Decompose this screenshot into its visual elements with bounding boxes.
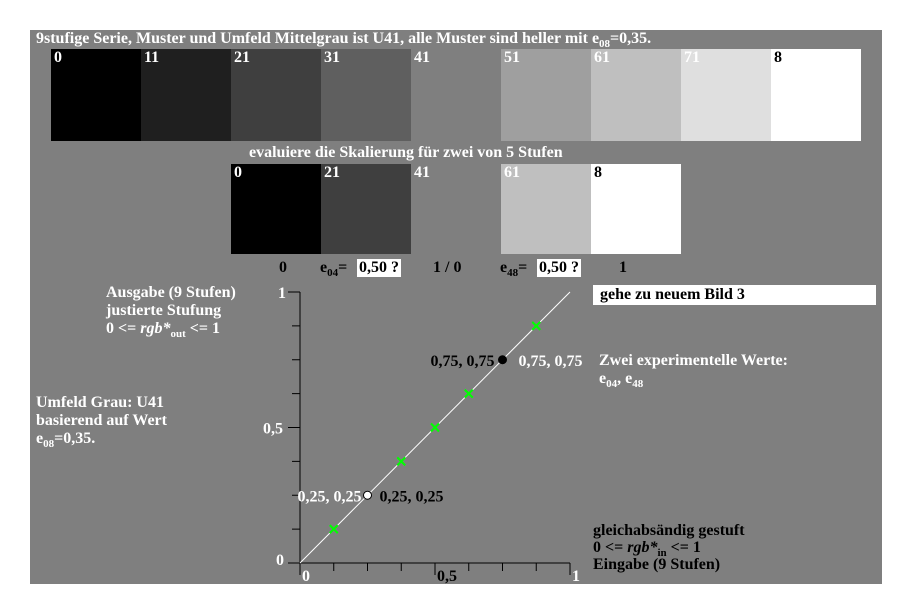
mid-swatch-label: 41 — [414, 164, 430, 181]
goto-next-image-button[interactable]: gehe zu neuem Bild 3 — [593, 285, 876, 305]
top-swatch: 41 — [411, 49, 501, 141]
eval-one: 1 — [619, 259, 627, 276]
top-swatch: 71 — [681, 49, 771, 141]
top-swatch-label: 31 — [324, 49, 340, 66]
top-swatch: 21 — [231, 49, 321, 141]
top-swatch: 51 — [501, 49, 591, 141]
mid-swatch-label: 0 — [234, 164, 242, 181]
top-swatch-label: 11 — [144, 49, 160, 66]
title-text: 9stufige Serie, Muster und Umfeld Mittel… — [36, 30, 600, 47]
top-swatch-label: 61 — [594, 49, 610, 66]
point-white-label-right: 0,25, 0,25 — [380, 488, 444, 505]
x-tick-label: 0 — [302, 568, 310, 584]
surround-label-line2: basierend auf Wert — [36, 412, 167, 429]
top-swatch: 0 — [51, 49, 141, 141]
point-black-label-left: 0,75, 0,75 — [431, 353, 495, 370]
green-point — [531, 321, 541, 331]
top-swatch-label: 0 — [54, 49, 62, 66]
mid-swatch: 21 — [321, 164, 411, 254]
green-point — [464, 388, 474, 399]
e04-value-box[interactable]: 0,50 ? — [357, 259, 401, 277]
green-point — [396, 456, 406, 467]
surround-label-line3: e08=0,35. — [36, 430, 96, 451]
y-tick-label: 0,5 — [263, 421, 283, 438]
mid-swatch: 8 — [591, 164, 681, 254]
figure-panel: 9stufige Serie, Muster und Umfeld Mittel… — [30, 30, 882, 584]
subtitle: evaluiere die Skalierung für zwei von 5 … — [249, 144, 563, 161]
top-swatch: 8 — [771, 49, 861, 141]
title-suffix: =0,35. — [610, 30, 652, 47]
green-point — [430, 422, 440, 433]
output-label-line3: 0 <= rgb*out <= 1 — [106, 320, 220, 341]
mid-swatch: 0 — [231, 164, 321, 254]
top-swatch-label: 8 — [774, 49, 782, 66]
e48-value-box[interactable]: 0,50 ? — [537, 259, 581, 277]
experimental-values: e04, e48 — [599, 370, 644, 391]
title-subscript: 08 — [599, 38, 611, 51]
top-swatch-label: 21 — [234, 49, 250, 66]
top-swatch: 11 — [141, 49, 231, 141]
surround-label-line1: Umfeld Grau: U41 — [36, 394, 164, 411]
eval-zero: 0 — [279, 259, 287, 276]
top-swatch: 61 — [591, 49, 681, 141]
input-label-line2: 0 <= rgb*in <= 1 — [593, 539, 701, 560]
e48-label: e48= — [500, 259, 528, 280]
input-label-line3: Eingabe (9 Stufen) — [593, 556, 721, 573]
output-label-line2: justierte Stufung — [106, 302, 222, 319]
point-white-label-left: 0,25, 0,25 — [298, 488, 362, 505]
point-black — [498, 355, 507, 365]
x-tick-label: 1 — [572, 568, 580, 584]
green-point — [329, 524, 339, 534]
y-tick-label: 1 — [278, 285, 286, 302]
scaling-plot: 0 0,5 1 0 0,5 1 0,25, 0,25 0,25, 0,25 0,75, 0,75… — [263, 285, 583, 584]
mid-swatch: 41 — [411, 164, 501, 254]
point-black-label-right: 0,75, 0,75 — [519, 353, 583, 370]
mid-swatch: 61 — [501, 164, 591, 254]
mid-swatch-label: 61 — [504, 164, 520, 181]
point-white — [363, 490, 372, 500]
top-swatch-label: 51 — [504, 49, 520, 66]
ratio-label: 1 / 0 — [433, 259, 462, 276]
x-tick-label: 0,5 — [437, 568, 457, 584]
mid-swatch-label: 21 — [324, 164, 340, 181]
top-swatch-label: 41 — [414, 49, 430, 66]
title: 9stufige Serie, Muster und Umfeld Mittel… — [36, 30, 651, 53]
y-tick-label: 0 — [276, 552, 284, 569]
input-label-line1: gleichabsändig gestuft — [593, 522, 745, 539]
top-swatch-label: 71 — [684, 49, 700, 66]
experimental-heading: Zwei experimentelle Werte: — [599, 352, 788, 369]
top-swatch: 31 — [321, 49, 411, 141]
output-label-line1: Ausgabe (9 Stufen) — [106, 284, 236, 301]
mid-swatch-label: 8 — [594, 164, 602, 181]
e04-label: e04= — [320, 259, 348, 280]
